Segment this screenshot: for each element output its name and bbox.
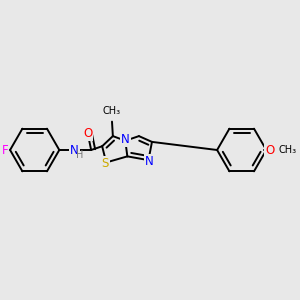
Text: O: O	[83, 127, 92, 140]
Text: N: N	[70, 143, 79, 157]
Text: CH₃: CH₃	[103, 106, 121, 116]
Text: N: N	[145, 155, 154, 168]
Text: H: H	[76, 150, 84, 160]
Text: O: O	[265, 143, 274, 157]
Text: F: F	[2, 143, 8, 157]
Text: S: S	[102, 158, 109, 170]
Text: CH₃: CH₃	[279, 145, 297, 155]
Text: N: N	[121, 133, 130, 146]
